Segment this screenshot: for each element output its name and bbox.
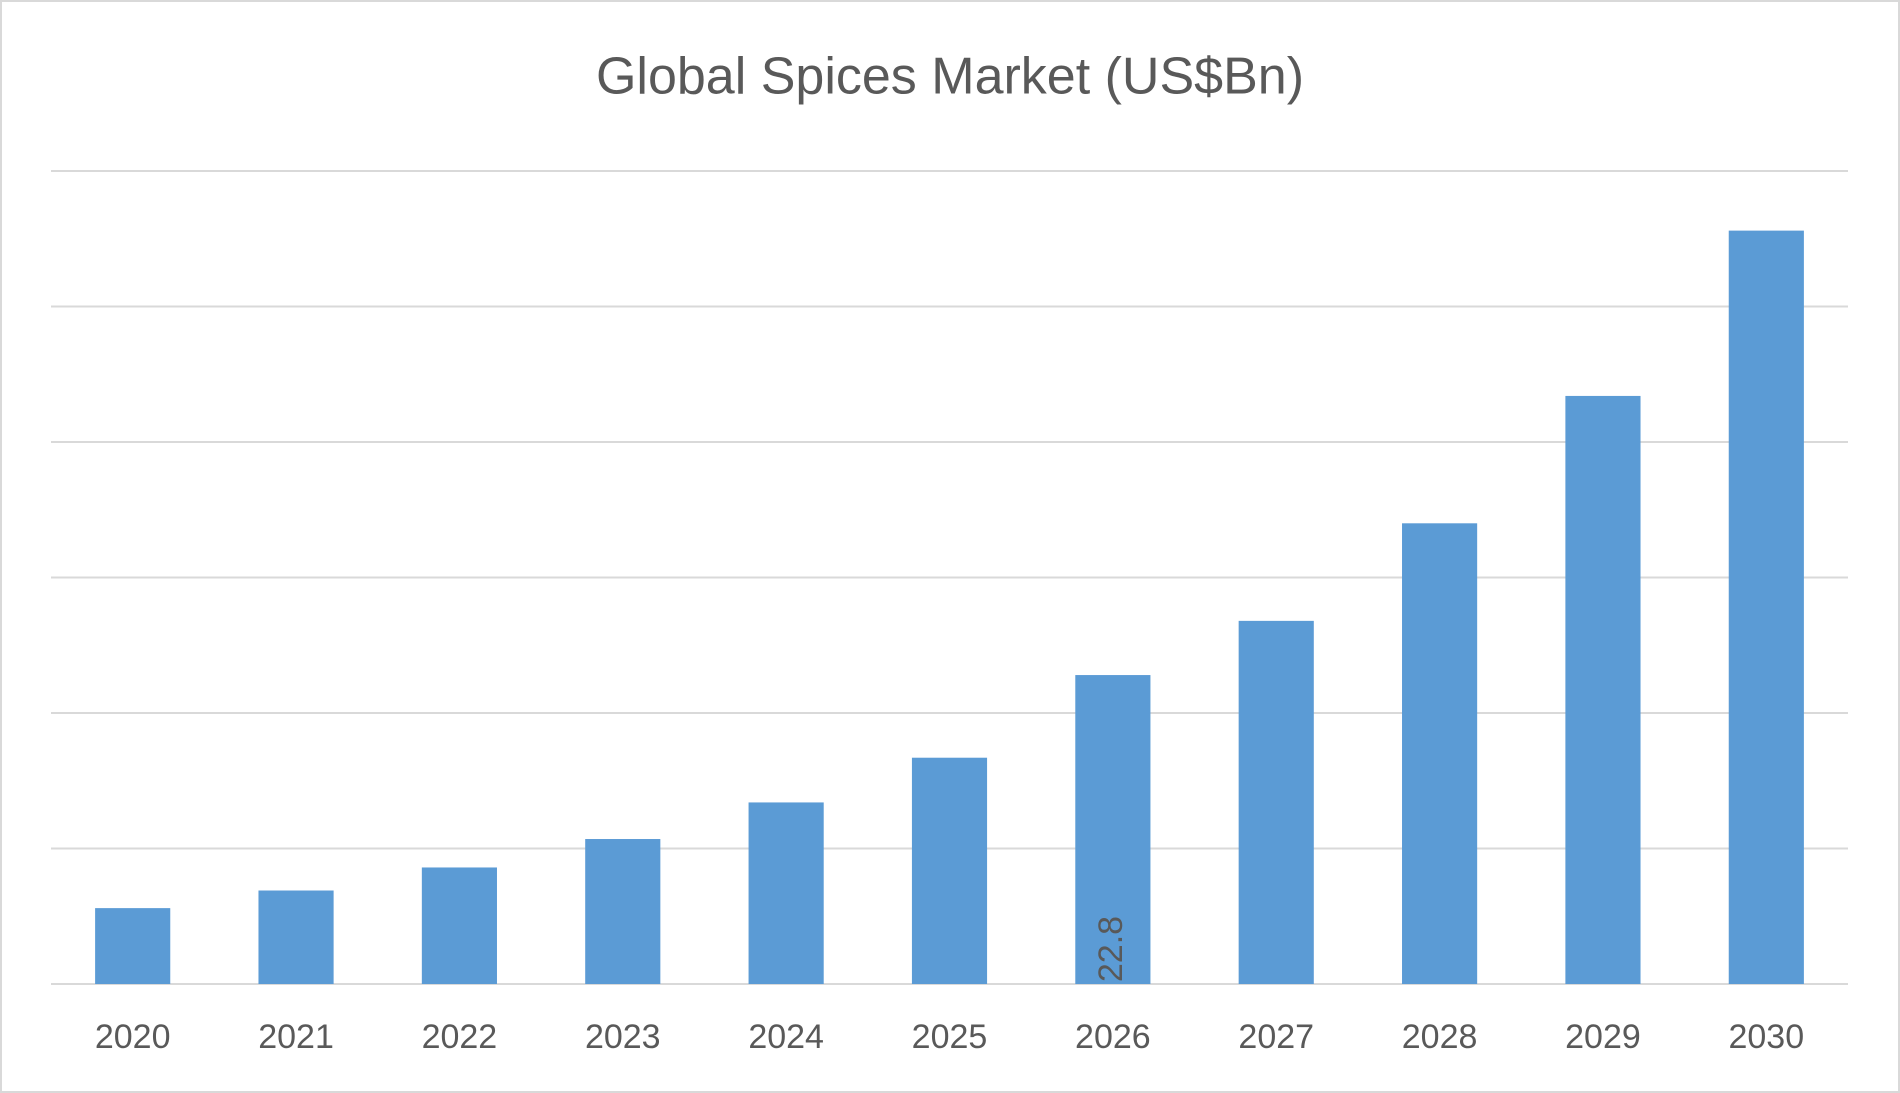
x-tick-label: 2030: [1728, 1018, 1804, 1056]
x-tick-label: 2022: [422, 1018, 498, 1056]
x-tick-label: 2026: [1075, 1018, 1151, 1056]
chart-title: Global Spices Market (US$Bn): [596, 48, 1304, 106]
bar: [748, 802, 824, 984]
bar: [1075, 675, 1151, 984]
bar: [95, 908, 171, 984]
bar: [1238, 620, 1314, 984]
bar: [911, 757, 988, 984]
x-tick-label: 2020: [95, 1018, 171, 1056]
x-tick-label: 2027: [1238, 1018, 1314, 1056]
x-tick-label: 2028: [1402, 1018, 1478, 1056]
x-tick-label: 2025: [912, 1018, 988, 1056]
bar: [421, 867, 497, 984]
bar: [585, 839, 661, 984]
bar: [1565, 395, 1641, 984]
bar: [1402, 523, 1478, 984]
x-tick-label: 2024: [748, 1018, 824, 1056]
x-tick-label: 2021: [258, 1018, 334, 1056]
x-tick-label: 2023: [585, 1018, 661, 1056]
bar: [1728, 230, 1804, 984]
bar: [258, 890, 334, 984]
x-tick-label: 2029: [1565, 1018, 1641, 1056]
data-label: 22.8: [1092, 916, 1130, 982]
